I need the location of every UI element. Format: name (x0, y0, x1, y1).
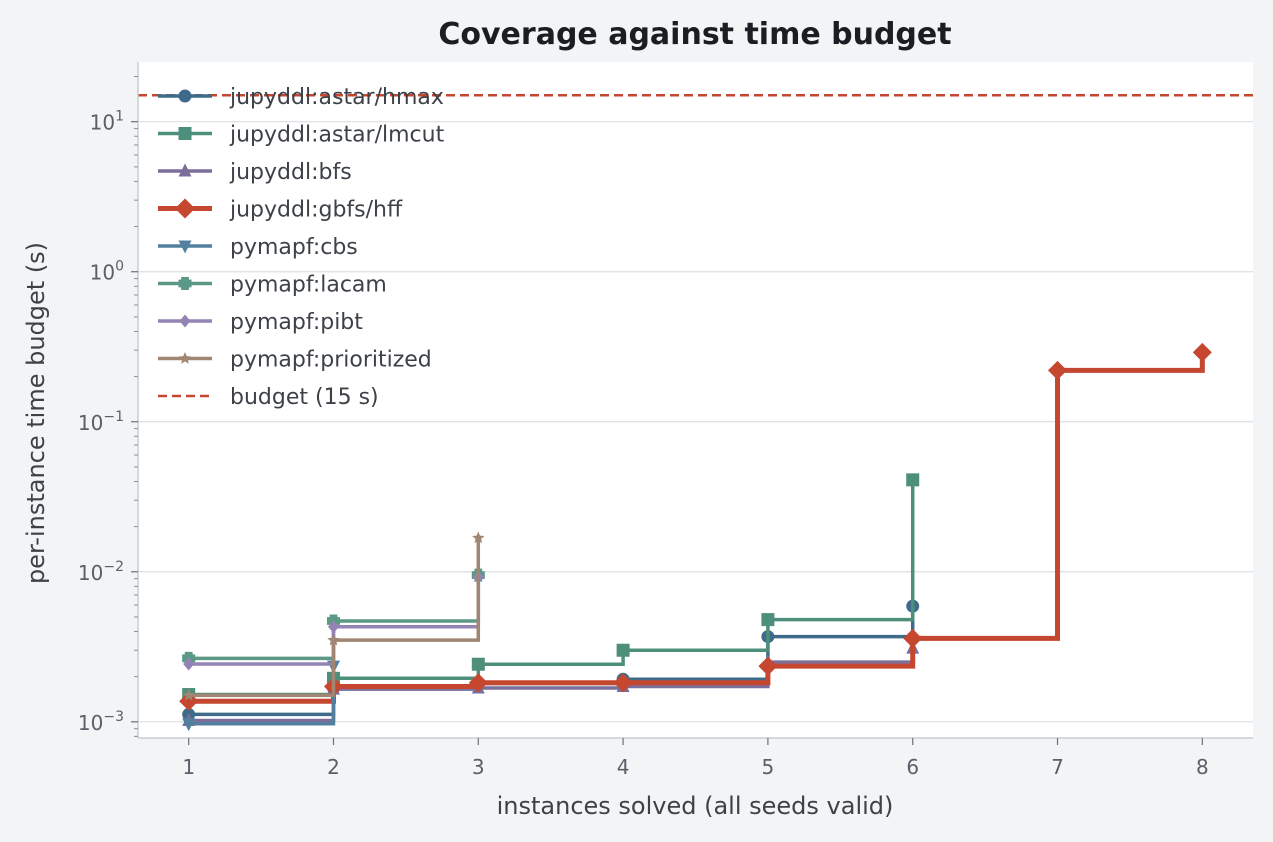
legend-item: pymapf:prioritized (158, 348, 432, 373)
x-tick-label: 8 (1196, 755, 1209, 779)
x-tick-label: 5 (762, 755, 775, 779)
legend-item: pymapf:lacam (158, 273, 387, 298)
series-layer (179, 342, 1212, 732)
data-point (178, 163, 192, 177)
x-tick-label: 7 (1051, 755, 1064, 779)
legend-item: jupyddl:bfs (158, 160, 352, 185)
y-tick-label: 101 (90, 109, 124, 135)
legend-label: jupyddl:astar/hmax (229, 85, 444, 110)
data-point (178, 240, 192, 254)
data-point (182, 688, 195, 701)
legend-item: budget (15 s) (158, 385, 379, 410)
data-point (182, 718, 196, 732)
data-point (327, 633, 340, 646)
chart-title: Coverage against time budget (438, 17, 951, 52)
data-point (471, 657, 485, 671)
data-point (761, 613, 775, 627)
data-point (613, 673, 633, 693)
legend-item: jupyddl:gbfs/hff (158, 198, 403, 223)
data-point (758, 656, 778, 676)
x-tick-label: 3 (472, 755, 485, 779)
legend-label: pymapf:lacam (230, 273, 387, 298)
x-tick-label: 6 (906, 755, 919, 779)
legend-item: pymapf:cbs (158, 235, 358, 260)
series-jupyddl-gbfs-hff (179, 342, 1212, 711)
legend-label: jupyddl:gbfs/hff (229, 198, 403, 223)
legend-label: jupyddl:astar/lmcut (229, 123, 445, 148)
y-tick-label: 10−1 (78, 409, 124, 435)
y-axis-label: per-instance time budget (s) (22, 242, 50, 584)
legend-label: pymapf:pibt (230, 310, 363, 335)
legend-label: pymapf:prioritized (230, 348, 432, 373)
data-point (903, 628, 923, 648)
data-point (1048, 360, 1068, 380)
plot-area (138, 62, 1253, 738)
x-axis-label: instances solved (all seeds valid) (497, 792, 894, 820)
legend-label: pymapf:cbs (230, 235, 358, 260)
data-point (906, 473, 920, 487)
data-point (178, 277, 192, 290)
y-tick-label: 100 (90, 259, 124, 285)
x-tick-label: 2 (327, 755, 340, 779)
series-pymapf-prioritized (182, 531, 485, 701)
data-point (178, 352, 192, 364)
data-point (178, 89, 192, 103)
data-point (183, 657, 195, 671)
data-point (468, 673, 488, 693)
legend-label: budget (15 s) (230, 385, 379, 410)
y-tick-label: 10−3 (78, 709, 124, 735)
legend-item: pymapf:pibt (158, 310, 363, 335)
x-tick-label: 1 (182, 755, 195, 779)
data-point (616, 643, 630, 657)
y-tick-label: 10−2 (78, 559, 124, 585)
legend-item: jupyddl:astar/lmcut (158, 123, 445, 148)
data-point (327, 620, 339, 634)
legend-label: jupyddl:bfs (229, 160, 352, 185)
legend-item: jupyddl:astar/hmax (158, 85, 444, 110)
axes-layer: 10−3 10−2 10−1 100 101 1 2 3 4 5 6 7 8 (78, 62, 1253, 779)
data-point (178, 127, 192, 140)
data-point (179, 314, 191, 328)
legend: jupyddl:astar/hmax jupyddl:astar/lmcut jup… (158, 85, 445, 410)
x-tick-label: 4 (617, 755, 630, 779)
data-point (1192, 342, 1212, 362)
data-point (472, 531, 485, 544)
data-point (175, 198, 195, 219)
